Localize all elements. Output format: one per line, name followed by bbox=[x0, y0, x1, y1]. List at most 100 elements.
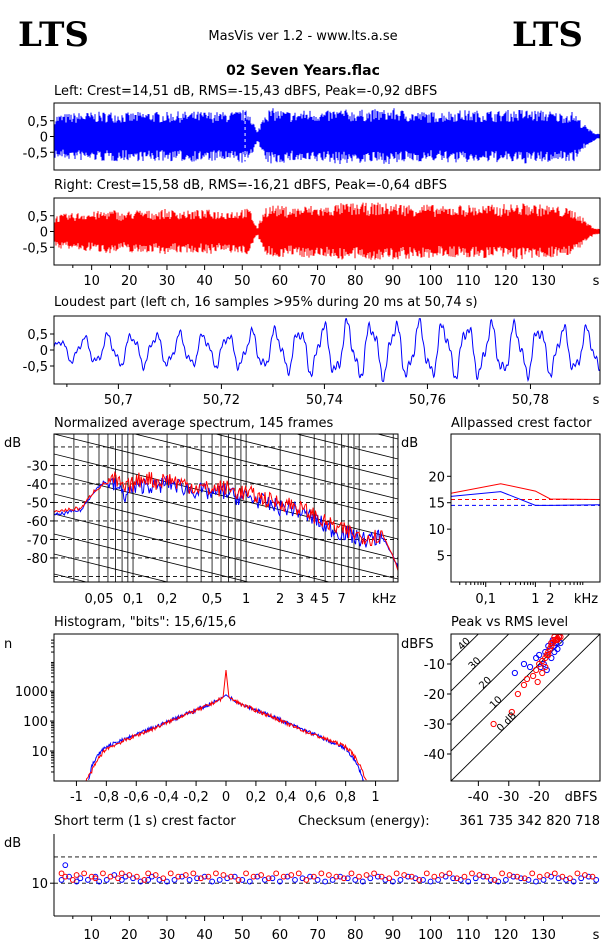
peak-rms-right-point bbox=[539, 669, 546, 677]
allpassed-ytick-label: 20 bbox=[428, 470, 445, 485]
short-term-left-point bbox=[194, 875, 200, 882]
short-term-left-point bbox=[239, 877, 246, 883]
short-term-right-point bbox=[363, 872, 370, 878]
short-term-left-point bbox=[103, 877, 110, 883]
spectrum-xtick-label: 0,1 bbox=[123, 592, 144, 607]
histogram-xtick-label: -0,8 bbox=[94, 790, 119, 805]
loudest-xtick-label: 50,74 bbox=[306, 393, 343, 408]
short-term-left-point bbox=[209, 878, 216, 885]
histogram-xtick-label: -1 bbox=[70, 790, 83, 805]
spectrum-slope-line bbox=[54, 553, 169, 582]
short-term-ylabel: dB bbox=[4, 836, 21, 851]
short-term-xtick-label: 90 bbox=[385, 928, 402, 943]
histogram-right-line bbox=[85, 670, 367, 782]
short-term-right-point bbox=[318, 870, 325, 877]
spectrum-xtick-label: 1 bbox=[242, 592, 250, 607]
time-axis-label: 60 bbox=[272, 274, 289, 289]
peak-rms-right-point bbox=[554, 636, 561, 644]
short-term-left-point bbox=[359, 878, 366, 885]
short-term-right-point bbox=[126, 872, 133, 878]
right-waveform-trace bbox=[54, 202, 600, 260]
spectrum-slope-line bbox=[54, 674, 398, 759]
loudest-part-title: Loudest part (left ch, 16 samples >95% d… bbox=[54, 295, 478, 310]
short-term-left-point bbox=[96, 878, 103, 885]
short-term-left-point bbox=[62, 862, 69, 869]
short-term-xunit: s bbox=[593, 928, 600, 943]
spectrum-ytick-label: -70 bbox=[27, 533, 48, 548]
histogram-xtick-label: 0,8 bbox=[335, 790, 356, 805]
peak-rms-right-point bbox=[490, 720, 497, 728]
histogram-frame bbox=[53, 633, 399, 782]
short-term-right-point bbox=[484, 873, 490, 880]
short-term-xtick-label: 110 bbox=[456, 928, 481, 943]
short-term-right-point bbox=[514, 873, 521, 880]
spectrum-ylabel: dB bbox=[4, 436, 21, 451]
spectrum-slope-line bbox=[54, 654, 398, 739]
short-term-right-point bbox=[536, 873, 543, 880]
short-term-right-point bbox=[491, 877, 498, 883]
short-term-right-point bbox=[220, 872, 227, 878]
peak-rms-diagonal-label: 40 bbox=[456, 636, 473, 653]
spectrum-slope-line bbox=[54, 533, 250, 582]
time-axis-label: 100 bbox=[418, 274, 443, 289]
peak-rms-xtick-label: -20 bbox=[529, 790, 550, 805]
histogram-ytick-label: 100 bbox=[23, 715, 48, 730]
short-term-left-point bbox=[269, 875, 276, 882]
peak-rms-diagonal bbox=[451, 634, 600, 781]
allpassed-frame bbox=[450, 433, 601, 583]
short-term-left-point bbox=[540, 877, 547, 883]
short-term-right-point bbox=[280, 873, 287, 880]
histogram-xtick-label: 0 bbox=[222, 790, 230, 805]
short-term-right-point bbox=[160, 875, 167, 882]
allpassed-xtick-label: 2 bbox=[546, 592, 554, 607]
peak-rms-left-point bbox=[533, 654, 540, 662]
peak-rms-right-point bbox=[534, 678, 541, 686]
peak-rms-right-point bbox=[548, 639, 555, 647]
spectrum-xunit: kHz bbox=[372, 592, 396, 607]
short-term-left-point bbox=[487, 877, 494, 883]
short-term-right-point bbox=[356, 873, 362, 880]
short-term-xtick-label: 10 bbox=[83, 928, 100, 943]
time-axis-label: 80 bbox=[347, 274, 364, 289]
short-term-left-point bbox=[397, 877, 404, 883]
peak-rms-left-point bbox=[543, 666, 550, 674]
short-term-right-point bbox=[175, 873, 182, 880]
short-term-right-point bbox=[469, 870, 475, 877]
peak-rms-right-point bbox=[533, 666, 540, 674]
short-term-left-point bbox=[593, 877, 600, 883]
short-term-right-point bbox=[115, 875, 121, 882]
spectrum-xtick-label: 2 bbox=[276, 592, 284, 607]
time-axis-label: 20 bbox=[121, 274, 138, 289]
right-ytick-label: 0 bbox=[40, 226, 48, 241]
spectrum-frame bbox=[53, 433, 399, 583]
spectrum-slope-line bbox=[54, 493, 398, 580]
time-axis-unit: s bbox=[593, 274, 600, 289]
left-waveform-chart: 0,50-0,5 bbox=[23, 102, 601, 171]
time-axis-label: 110 bbox=[456, 274, 481, 289]
file-name: 02 Seven Years.flac bbox=[226, 63, 380, 79]
short-term-right-point bbox=[228, 873, 234, 880]
histogram-xtick-label: 0,2 bbox=[246, 790, 267, 805]
peak-rms-left-point bbox=[540, 660, 547, 668]
peak-rms-xlabel: dBFS bbox=[565, 790, 598, 805]
short-term-right-point bbox=[551, 870, 558, 877]
short-term-left-point bbox=[92, 873, 99, 880]
right-waveform-chart: 0,50-0,5 10 20 30 40 50 60 70 80 90 100 110 120 130 s bbox=[23, 197, 601, 289]
peak-rms-chart: 40 30 20 100 dB -10 -20 -30 -40 -40 -30 -20 dBFS bbox=[424, 633, 601, 805]
spectrum-slope-line bbox=[54, 453, 398, 540]
peak-rms-diagonal-label: 0 dB bbox=[495, 710, 519, 734]
spectrum-slope-line bbox=[54, 634, 398, 719]
peak-rms-title: Peak vs RMS level bbox=[451, 615, 568, 630]
short-term-right-point bbox=[386, 875, 393, 882]
spectrum-xtick-label: 0,05 bbox=[85, 592, 114, 607]
peak-rms-ytick-label: -20 bbox=[424, 688, 445, 703]
peak-rms-ylabel: dBFS bbox=[401, 637, 434, 652]
loudest-ytick-label: 0 bbox=[40, 344, 48, 359]
checksum-value: 361 735 342 820 718 bbox=[459, 814, 600, 829]
short-term-right-point bbox=[378, 873, 385, 880]
spectrum-ytick-label: -80 bbox=[27, 552, 48, 567]
short-term-left-point bbox=[314, 877, 321, 883]
spectrum-ytick-label: -40 bbox=[27, 478, 48, 493]
short-term-chart: 10 10 20 30 40 50 60 70 80 90 100 110 120 130 s bbox=[31, 834, 600, 943]
allpassed-ylabel: dB bbox=[401, 436, 418, 451]
